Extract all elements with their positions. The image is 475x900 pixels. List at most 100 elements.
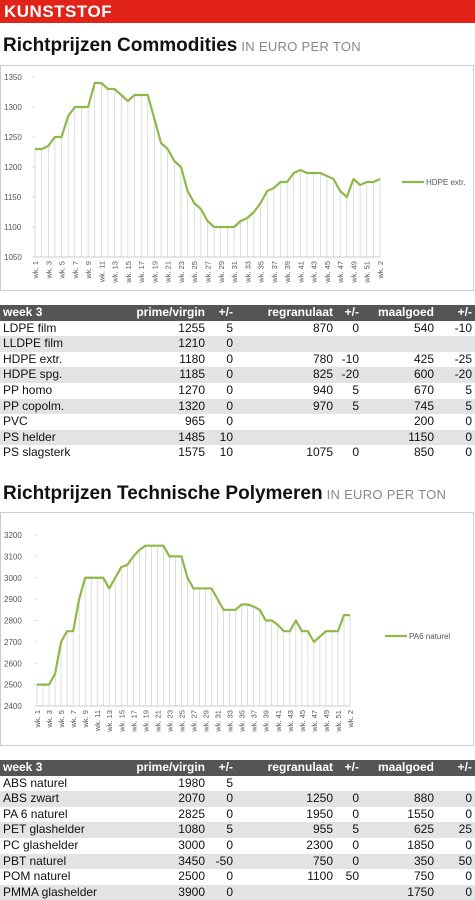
table-cell: 965 — [184, 414, 205, 429]
table-cell: 0 — [226, 414, 233, 429]
y-tick-label: 2800 — [4, 617, 22, 626]
y-tick-label: 2700 — [4, 638, 22, 647]
x-tick-label: wk. 37 — [250, 710, 259, 733]
y-tick-label: 1100 — [4, 223, 22, 232]
table-cell: 670 — [413, 382, 434, 397]
y-tick-label: 2600 — [4, 659, 22, 668]
table-cell: 0 — [226, 869, 233, 884]
table-cell: 1320 — [118, 398, 208, 415]
table-cell: 0 — [437, 791, 475, 807]
x-tick-label: wk. 1 — [31, 261, 40, 280]
y-tick-label: 3100 — [4, 552, 22, 561]
x-tick-label: wk. 49 — [322, 710, 331, 733]
header-cell: week 3 — [0, 305, 118, 321]
table-cell: 0 — [352, 445, 359, 460]
x-tick-label: wk. 49 — [349, 261, 358, 284]
table-cell: 10 — [208, 429, 236, 446]
chart-frame — [0, 65, 474, 291]
table-cell — [236, 884, 336, 900]
x-tick-label: wk. 13 — [111, 261, 120, 284]
table-cell: 5 — [465, 382, 472, 397]
x-tick-label: wk. 29 — [217, 261, 226, 284]
subtitle: IN EURO PER TON — [241, 39, 361, 54]
section-title: Richtprijzen Commodities IN EURO PER TON — [3, 35, 361, 57]
table-cell: PBT naturel — [0, 853, 118, 870]
table-cell: PS slagsterk — [3, 445, 71, 460]
x-tick-label: wk. 15 — [117, 710, 126, 733]
header-cell: regranulaat — [236, 305, 336, 321]
table-cell: 2070 — [118, 791, 208, 807]
x-tick-label: wk. 45 — [323, 261, 332, 284]
table-cell: PA 6 naturel — [3, 806, 68, 821]
table-cell: HDPE spg. — [0, 367, 118, 383]
x-tick-label: wk. 11 — [97, 261, 106, 283]
table-cell: 0 — [437, 429, 475, 446]
table-cell: 750 — [236, 853, 336, 870]
table-cell: -25 — [454, 351, 472, 366]
title: Richtprijzen Technische Polymeren — [3, 483, 323, 504]
table-cell: 0 — [352, 806, 359, 821]
table-cell: -50 — [208, 853, 236, 870]
table-cell: 2825 — [178, 806, 205, 821]
table-cell — [336, 429, 362, 446]
table-cell: -10 — [341, 351, 359, 366]
table-cell: 3450 — [118, 853, 208, 870]
table-row: ABS zwart 2070 0 1250 0 880 0 — [0, 791, 475, 807]
title: Richtprijzen Commodities — [3, 35, 238, 56]
x-tick-label: wk. 21 — [153, 710, 162, 733]
table-cell: 1485 — [118, 429, 208, 446]
table-cell: 1255 — [178, 320, 205, 335]
series-line — [37, 544, 350, 686]
table-cell: 350 — [362, 853, 437, 870]
table-cell: 940 — [312, 382, 333, 397]
table-cell — [437, 336, 475, 352]
table-cell: LLDPE film — [0, 336, 118, 352]
x-tick-label: wk. 17 — [129, 710, 138, 733]
x-tick-label: wk. 2 — [346, 710, 355, 729]
table-cell: 1270 — [178, 382, 205, 397]
x-tick-label: wk. 35 — [238, 710, 247, 733]
table-cell: 0 — [352, 320, 359, 335]
x-tick-label: wk. 1 — [33, 710, 42, 729]
table-cell: 1980 — [178, 775, 205, 790]
table-row: LDPE film 1255 5 870 0 540 -10 — [0, 321, 475, 337]
table-cell: 0 — [465, 869, 472, 884]
x-tick-label: wk. 25 — [190, 261, 199, 284]
table-cell: 0 — [226, 837, 233, 852]
table-cell: HDPE extr. — [3, 351, 63, 366]
table-row: PC glashelder 3000 0 2300 0 1850 0 — [0, 838, 475, 854]
x-tick-label: wk. 17 — [137, 261, 146, 284]
table-cell: 0 — [208, 367, 236, 383]
table-cell: 0 — [226, 382, 233, 397]
table-row: PP copolm. 1320 0 970 5 745 5 — [0, 398, 475, 415]
chart-frame — [0, 512, 474, 746]
y-tick-label: 2900 — [4, 595, 22, 604]
table-cell: LDPE film — [3, 320, 57, 335]
table-cell: 50 — [437, 853, 475, 870]
table-cell: 0 — [208, 336, 236, 352]
table-cell: PMMA glashelder — [0, 884, 118, 900]
x-tick-label: wk. 35 — [257, 261, 266, 284]
table-cell: 0 — [226, 806, 233, 821]
x-tick-label: wk. 3 — [44, 261, 53, 280]
x-tick-label: wk. 2 — [376, 261, 385, 280]
table-cell — [236, 336, 336, 352]
y-tick-label: 1250 — [4, 133, 22, 142]
table-cell: 0 — [465, 837, 472, 852]
table-row: PBT naturel 3450 -50 750 0 350 50 — [0, 853, 475, 870]
x-tick-label: wk. 31 — [214, 710, 223, 733]
x-tick-label: wk. 39 — [283, 261, 292, 284]
header-cell: +/- — [437, 760, 475, 776]
x-tick-label: wk. 3 — [45, 710, 54, 729]
table-row: ABS naturel 1980 5 — [0, 776, 475, 792]
table-cell — [437, 776, 475, 792]
table-row: PVC 965 0 200 0 — [0, 414, 475, 430]
table-cell: 5 — [437, 398, 475, 415]
table-cell: 870 — [312, 320, 333, 335]
x-tick-label: wk. 23 — [177, 261, 186, 284]
chart: 1050 1100 1150 1200 1250 1300 1350 wk. 1 wk. 3 wk… — [0, 65, 474, 291]
table-cell: PC glashelder — [3, 837, 79, 852]
table-cell: PVC — [3, 414, 28, 429]
table-cell: 0 — [208, 884, 236, 900]
